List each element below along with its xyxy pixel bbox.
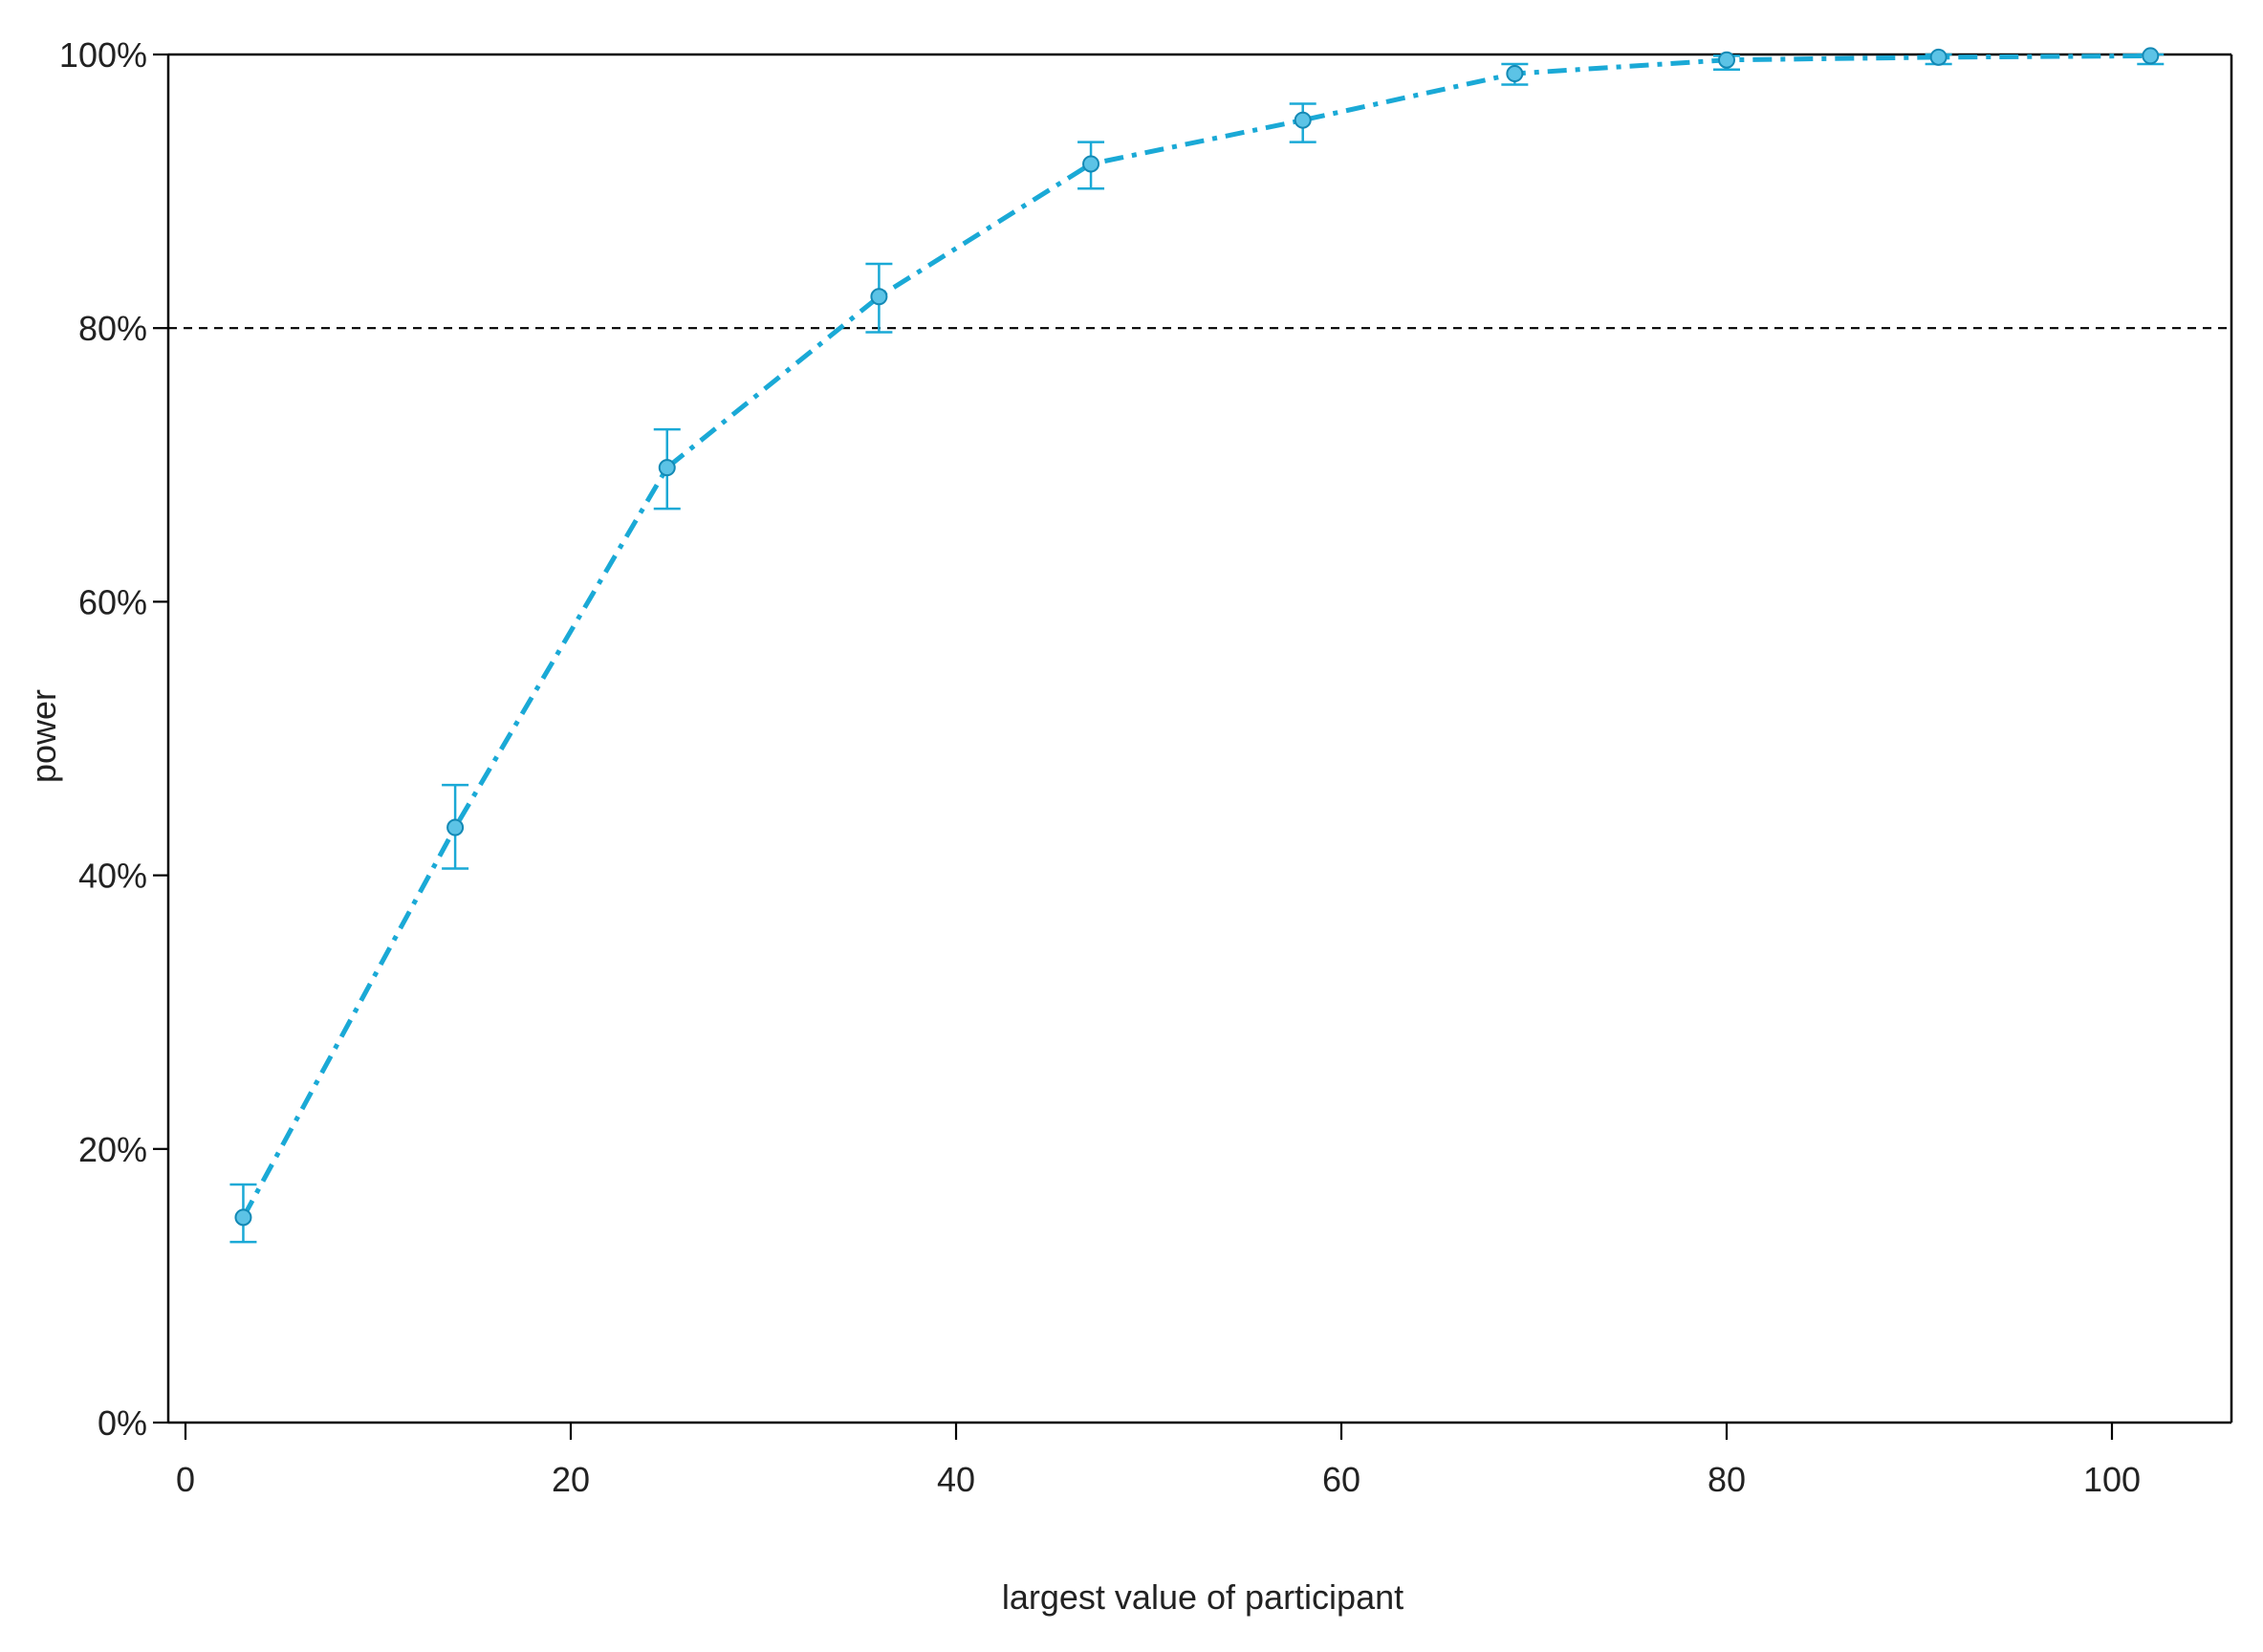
data-point-group (865, 262, 893, 334)
x-tick-label: 20 (552, 1460, 590, 1499)
data-point (1294, 111, 1312, 129)
data-point (1082, 155, 1100, 173)
x-axis: 0 20 40 60 80 100 (176, 1423, 2141, 1499)
data-point-group (1077, 141, 1105, 190)
y-tick-label: 40% (78, 857, 147, 896)
y-tick-label: 0% (98, 1403, 147, 1443)
data-point-group (1713, 51, 1740, 71)
x-axis-title: largest value of participant (1002, 1577, 1403, 1617)
series-layer (229, 47, 2165, 1244)
y-tick-label: 60% (78, 582, 147, 621)
y-tick-label: 100% (59, 35, 147, 75)
data-point-group (1925, 48, 1952, 66)
x-tick-label: 0 (176, 1460, 195, 1499)
y-tick-label: 20% (78, 1130, 147, 1169)
plot-frame (166, 53, 2233, 1424)
y-tick-label: 80% (78, 309, 147, 348)
x-tick-label: 100 (2083, 1460, 2141, 1499)
data-point-group (442, 783, 469, 870)
y-axis: 0% 20% 40% 60% 80% 100% (59, 35, 168, 1443)
data-point-group (1289, 102, 1316, 143)
data-point-group (2137, 47, 2165, 66)
data-point (446, 818, 465, 837)
data-point (1929, 48, 1947, 66)
series-line (241, 53, 2151, 1219)
data-point (1506, 65, 1524, 83)
x-tick-label: 60 (1322, 1460, 1360, 1499)
x-tick-label: 40 (937, 1460, 975, 1499)
data-point (1718, 51, 1735, 69)
y-axis-title: power (24, 689, 63, 783)
data-point-group (1501, 62, 1529, 86)
data-point (870, 288, 888, 306)
data-point (658, 459, 676, 477)
data-point (2142, 47, 2160, 65)
x-tick-label: 80 (1708, 1460, 1746, 1499)
data-point-group (229, 1183, 257, 1244)
data-point-group (653, 427, 681, 511)
data-point (234, 1208, 252, 1227)
